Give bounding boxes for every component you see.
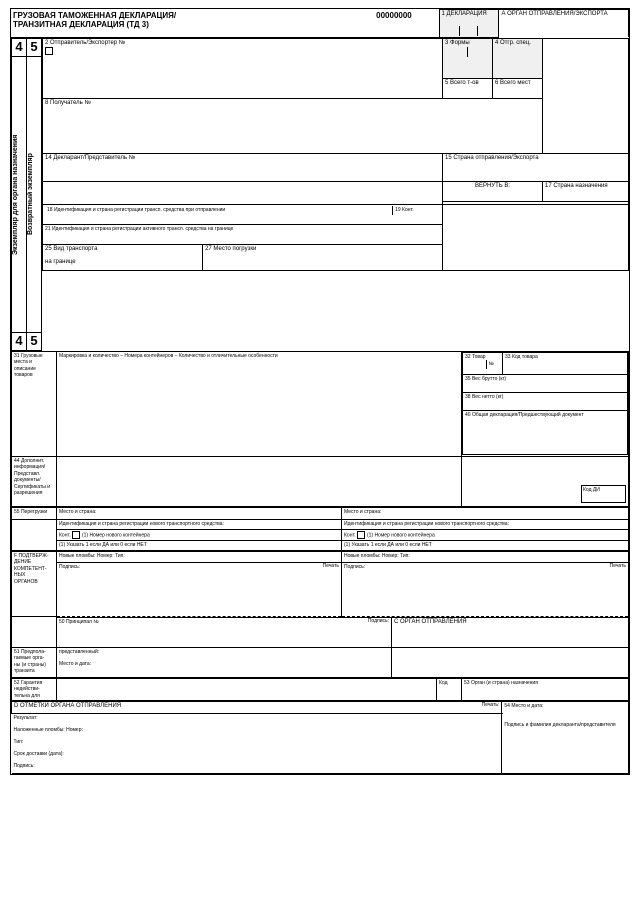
f4: 4 Отгр. спец. xyxy=(495,40,531,46)
f38: 38 Вес нетто (кг) xyxy=(465,394,503,400)
title-2: ТРАНЗИТНАЯ ДЕКЛАРАЦИЯ (ТД 3) xyxy=(13,20,347,29)
f52: 52 Гарантия недействи- тельна для xyxy=(14,680,42,699)
f15: 15 Страна отправления/Экспорта xyxy=(445,155,539,161)
vtext-1: Экземпляр для органа назначения xyxy=(12,57,19,332)
f3: 3 Формы xyxy=(445,40,470,46)
kod-di: Код ДИ xyxy=(583,487,600,493)
f25b: на границе xyxy=(45,259,76,265)
box-1: 1 ДЕКЛАРАЦИЯ xyxy=(442,11,487,17)
D-title: D ОТМЕТКИ ОРГАНА ОТПРАВЛЕНИЯ xyxy=(14,703,121,709)
f33: 33 Код товара xyxy=(505,354,538,360)
C: С ОРГАН ОТПРАВЛЕНИЯ xyxy=(394,619,467,625)
f55: 55 Перегрузки xyxy=(14,509,47,515)
f53: 53 Орган (и страна) назначения xyxy=(464,680,538,686)
f40: 40 Общая декларация/Предшествующий докум… xyxy=(465,412,584,418)
f21: 21 Идентификация и страна регистрации ак… xyxy=(45,226,233,232)
title-1: ГРУЗОВАЯ ТАМОЖЕННАЯ ДЕКЛАРАЦИЯ/ xyxy=(13,11,347,20)
f32: 32 Товар xyxy=(465,354,486,360)
f18: 18 Идентификация и страна регистрации тр… xyxy=(47,207,225,213)
return: ВЕРНУТЬ В: xyxy=(475,183,510,189)
f27: 27 Место погрузки xyxy=(205,246,256,252)
num-5b: 5 xyxy=(27,332,41,350)
f17: 17 Страна назначения xyxy=(545,183,608,189)
box-a: А ОРГАН ОТПРАВЛЕНИЯ/ЭКСПОРТА xyxy=(501,11,607,17)
num-4: 4 xyxy=(12,39,26,57)
f2: 2 Отправитель/Экспортер № xyxy=(45,40,125,46)
f19: 19 Конт. xyxy=(395,207,414,213)
f31: 31 Грузовые места и описание товаров xyxy=(14,353,43,379)
f54-sign: Подпись и фамилия декларанта/представите… xyxy=(504,722,615,728)
f31-desc: Маркировка и количество – Номера контейн… xyxy=(59,353,278,359)
customs-declaration-form: ГРУЗОВАЯ ТАМОЖЕННАЯ ДЕКЛАРАЦИЯ/ ТРАНЗИТН… xyxy=(10,8,630,775)
f5: 5 Всего т-ов xyxy=(445,80,479,86)
num-5: 5 xyxy=(27,39,41,57)
vtext-2: Возвратный экземпляр xyxy=(27,57,34,332)
f35: 35 Вес брутто (кг) xyxy=(465,376,506,382)
zeros: 00000000 xyxy=(376,11,412,20)
f44: 44 Дополнит. информация/ Представл. доку… xyxy=(14,458,50,497)
f6: 6 Всего мест xyxy=(495,80,531,86)
f14: 14 Декларант/Представитель № xyxy=(45,155,135,161)
f50: 50 Принципал № xyxy=(59,619,99,625)
num-4b: 4 xyxy=(12,332,26,350)
f8: 8 Получатель № xyxy=(45,100,91,106)
f54: 54 Место и дата: xyxy=(504,703,543,709)
F-title: F ПОДТВЕРЖ- ДЕНИЕ КОМПЕТЕНТ- НЫХ ОРГАНОВ xyxy=(14,553,49,585)
f51: 51 Предпола- гаемые орга- ны (и страны) … xyxy=(14,649,46,675)
f25: 25 Вид транспорта xyxy=(45,246,97,252)
